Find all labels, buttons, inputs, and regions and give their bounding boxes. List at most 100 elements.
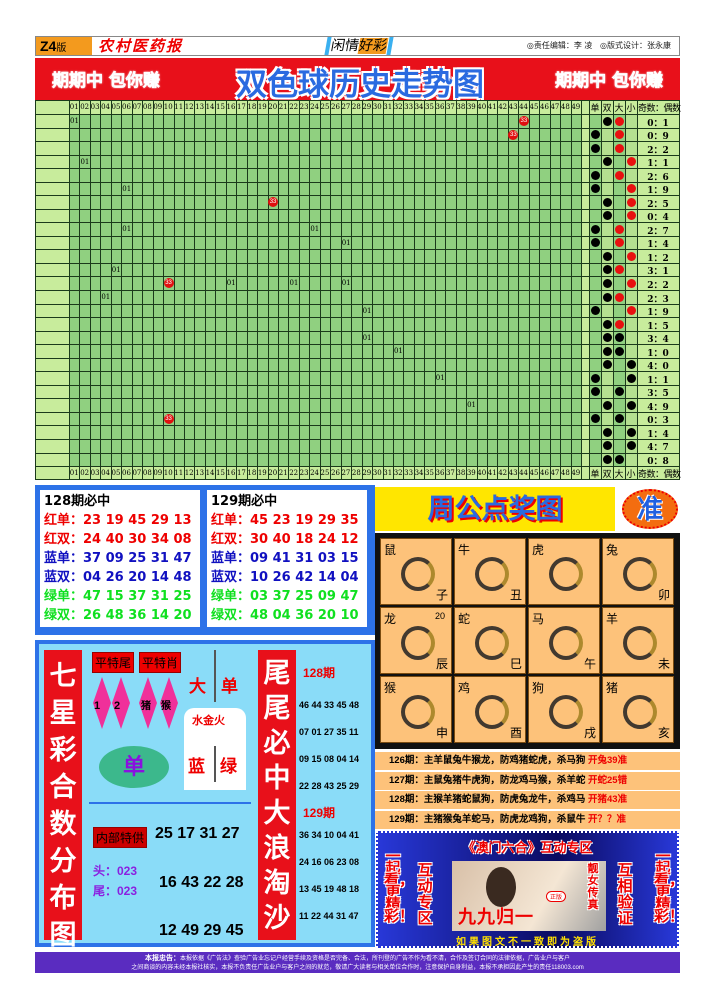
pick-line: 蓝单：37 09 25 31 47 [44, 549, 196, 568]
earthly-branch: 午 [583, 657, 596, 671]
column-number: 45 [529, 103, 539, 111]
grid-line [142, 100, 144, 480]
column-number: 44 [519, 469, 529, 478]
grid-line [35, 438, 680, 440]
grid-line [413, 100, 415, 480]
grid-line [497, 100, 499, 480]
ad-warning: 如果图文不一致即为盗版 [456, 937, 599, 948]
footer-text-2: 之间商谈的内容未经本报社核实，本报不负责任广告业户与客户之间的就范，敬请广大读者… [131, 965, 584, 971]
grid-line [35, 276, 680, 278]
prediction-result: 开？？准 [588, 813, 627, 825]
odd-even-ratio: 2：5 [647, 199, 669, 210]
grid-line [215, 100, 217, 480]
tail-digit: 2 [114, 700, 121, 712]
attr-dot [614, 333, 624, 343]
footer-line-1: 本报忠告：本报依据《广告法》查验广告业忘记户经营手续及资格是否完备、合法，所刊登… [35, 954, 680, 964]
odd-even-ratio: 4：9 [647, 402, 669, 413]
earthly-branch: 丑 [509, 588, 522, 602]
attr-dot [614, 130, 624, 140]
column-number: 07 [132, 469, 142, 478]
grid-line [35, 303, 680, 305]
earthly-branch: 酉 [509, 726, 522, 740]
column-number: 47 [550, 469, 560, 478]
attr-dot [590, 414, 600, 424]
page-header: Z4版 农村医药报 闲情好彩 ◎责任编辑：李 凌 ◎版式设计：张永康 [35, 36, 680, 56]
grid-line [236, 100, 238, 480]
number-mark: 01 [122, 184, 132, 193]
zodiac-name: 羊 [606, 612, 619, 626]
attr-dot [602, 333, 612, 343]
zodiac-name: 兔 [606, 543, 619, 557]
pick-label: 绿单： [211, 589, 251, 604]
column-number: 13 [195, 469, 205, 478]
zodiac-name: 马 [532, 612, 545, 626]
pick-numbers: 48 04 36 20 10 [250, 608, 359, 623]
column-number: 25 [320, 103, 330, 111]
column-number: 36 [435, 469, 445, 478]
pick-box-128: 128期必中 红单：23 19 45 29 13 红双：24 40 30 34 08… [40, 490, 200, 627]
column-number: 24 [310, 103, 320, 111]
attr-dot [590, 170, 600, 180]
odd-even-ratio: 4：7 [647, 443, 669, 454]
attr-dot [590, 306, 600, 316]
column-number: 28 [351, 469, 361, 478]
zodiac-pick: 猪 [141, 701, 151, 712]
column-number: 32 [393, 103, 403, 111]
pick-numbers: 45 23 19 29 35 [250, 513, 359, 528]
attr-dot [602, 211, 612, 221]
column-number: 45 [529, 469, 539, 478]
number-mark: 01 [467, 401, 477, 410]
column-number: 08 [142, 103, 152, 111]
earthly-branch: 未 [657, 657, 670, 671]
banner-title: 双色球历史走势图 [236, 67, 484, 103]
odd-even-ratio: 1：1 [647, 159, 669, 170]
grid-line [372, 100, 374, 480]
attr-dot [614, 224, 624, 234]
grid-line [601, 100, 603, 480]
column-number: 44 [519, 103, 529, 111]
prediction-result: 开兔39准 [588, 755, 628, 766]
grid-line [35, 127, 680, 129]
divider [214, 746, 216, 782]
column-number: 37 [445, 469, 455, 478]
odd-even-ratio: 3：1 [647, 267, 669, 278]
column-number: 06 [122, 103, 131, 111]
pick-line: 绿单：47 15 37 31 25 [44, 587, 196, 606]
grid-line [487, 100, 488, 480]
column-number: 15 [216, 103, 225, 111]
odd-even-ratio: 1：4 [647, 240, 669, 251]
number-row: 24 16 06 23 08 [299, 857, 360, 867]
grid-line [110, 100, 112, 480]
attr-dot [626, 427, 636, 437]
odd-even-ratio: 1：1 [647, 375, 669, 386]
column-number: 36 [435, 103, 445, 111]
column-number: 02 [80, 469, 90, 478]
zodiac-cell: 蛇巳 [454, 607, 526, 674]
earthly-branch: 卯 [657, 588, 670, 602]
pick-label: 蓝双： [211, 570, 251, 585]
ad-banner[interactable]: 《澳门六合》互动专区 一起看，更精彩！ 互动专区 九九归一 正版 靓女传真 互相… [376, 831, 684, 948]
zodiac-cell: 龙辰 20 [380, 607, 452, 674]
odd-even-ratio: 3：4 [647, 335, 669, 346]
odd-even-ratio: 2：3 [647, 294, 669, 305]
column-number: 11 [174, 103, 184, 111]
grid-line [35, 466, 680, 468]
earthly-branch: 申 [435, 726, 448, 740]
attr-dot [614, 387, 624, 397]
grid-line [35, 262, 680, 264]
diamond [139, 677, 157, 729]
column-number: 20 [268, 469, 278, 478]
pick-title: 128期必中 [44, 494, 111, 509]
grid-line [35, 452, 680, 454]
column-number: 41 [487, 103, 497, 111]
column-number: 16 [226, 103, 236, 111]
column-number: 49 [571, 103, 581, 111]
ad-brand-text: 九九归一 [458, 907, 534, 927]
zodiac-grid: 鼠子牛丑虎兔卯龙辰 20 蛇巳马午羊未猴申鸡酉狗戌猪亥 [375, 533, 680, 749]
attr-dot [614, 116, 624, 126]
page-number: Z4版 [36, 37, 92, 55]
grid-line [589, 100, 591, 480]
attr-dot [614, 238, 624, 248]
column-number: 18 [247, 103, 257, 111]
accurate-badge: 准 [622, 489, 678, 529]
